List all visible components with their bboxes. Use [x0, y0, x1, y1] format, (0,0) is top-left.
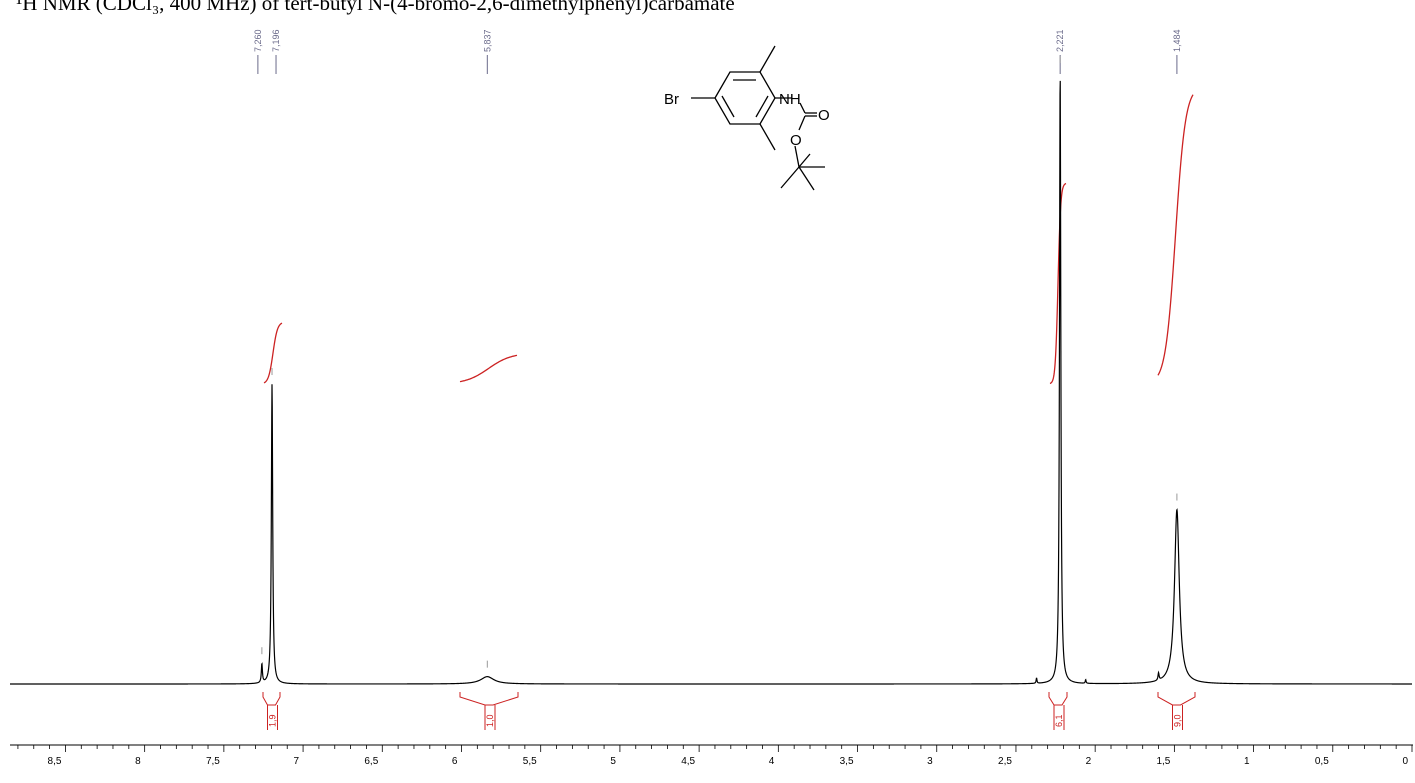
svg-text:1,484: 1,484	[1172, 29, 1182, 52]
peak-label: 7,196	[271, 29, 281, 74]
integral-curve	[263, 322, 283, 384]
spectrum-trace	[10, 80, 1412, 685]
molecule-structure: Br NH O O	[664, 45, 830, 191]
amine-label: NH	[779, 91, 801, 108]
chart-title: ¹H NMR (CDCl₃, 400 MHz) of tert-butyl N-…	[16, 0, 735, 15]
integral-curves	[263, 94, 1194, 385]
x-axis: 8,5 8 7,5 7 6,5 6 5,5 5 4,5 4 3,5 3 2,5 2 1,5 1 0,5 0	[10, 744, 1413, 767]
integral-value: 1,0	[459, 692, 519, 730]
tick-label: 6	[452, 756, 458, 767]
tick-label: 0	[1402, 756, 1408, 767]
integral-value: 1,9	[262, 692, 281, 730]
ester-oxygen-label: O	[790, 132, 802, 149]
tick-label: 3,5	[840, 756, 854, 767]
integral-curve	[459, 354, 518, 383]
tick-label: 1	[1244, 756, 1250, 767]
peak-labels: 7,260 7,196 5,837 2,221 1,484	[253, 29, 1182, 668]
svg-text:5,837: 5,837	[482, 29, 492, 52]
tick-label: 2,5	[998, 756, 1012, 767]
peak-label: 5,837	[482, 29, 492, 74]
svg-text:1,0: 1,0	[485, 714, 495, 727]
tick-label: 2	[1086, 756, 1092, 767]
svg-text:6,1: 6,1	[1054, 714, 1064, 727]
peak-label: 1,484	[1172, 29, 1182, 74]
tick-label: 7,5	[206, 756, 220, 767]
integral-value: 9,0	[1157, 692, 1196, 730]
svg-text:2,221: 2,221	[1055, 29, 1065, 52]
integral-value: 6,1	[1048, 692, 1068, 730]
integral-curve	[1157, 94, 1194, 376]
tick-label: 5,5	[523, 756, 537, 767]
tick-label: 3	[927, 756, 933, 767]
tick-label: 4,5	[681, 756, 695, 767]
svg-text:7,260: 7,260	[253, 29, 263, 52]
bromine-label: Br	[664, 91, 679, 108]
peak-label: 2,221	[1055, 29, 1065, 74]
tick-label: 8	[135, 756, 141, 767]
tick-label: 5	[610, 756, 616, 767]
integral-curve	[1049, 182, 1067, 385]
carbonyl-oxygen-label: O	[818, 107, 830, 124]
tick-label: 0,5	[1315, 756, 1329, 767]
svg-text:1,9: 1,9	[268, 714, 278, 727]
tick-label: 7	[294, 756, 300, 767]
peak-label: 7,260	[253, 29, 263, 74]
tick-label: 1,5	[1156, 756, 1170, 767]
svg-text:9,0: 9,0	[1173, 714, 1183, 727]
tick-label: 6,5	[364, 756, 378, 767]
svg-text:7,196: 7,196	[271, 29, 281, 52]
tick-label: 8,5	[48, 756, 62, 767]
integral-brackets: 1,9 1,0 6,1 9,0	[262, 692, 1196, 730]
tick-label: 4	[769, 756, 775, 767]
